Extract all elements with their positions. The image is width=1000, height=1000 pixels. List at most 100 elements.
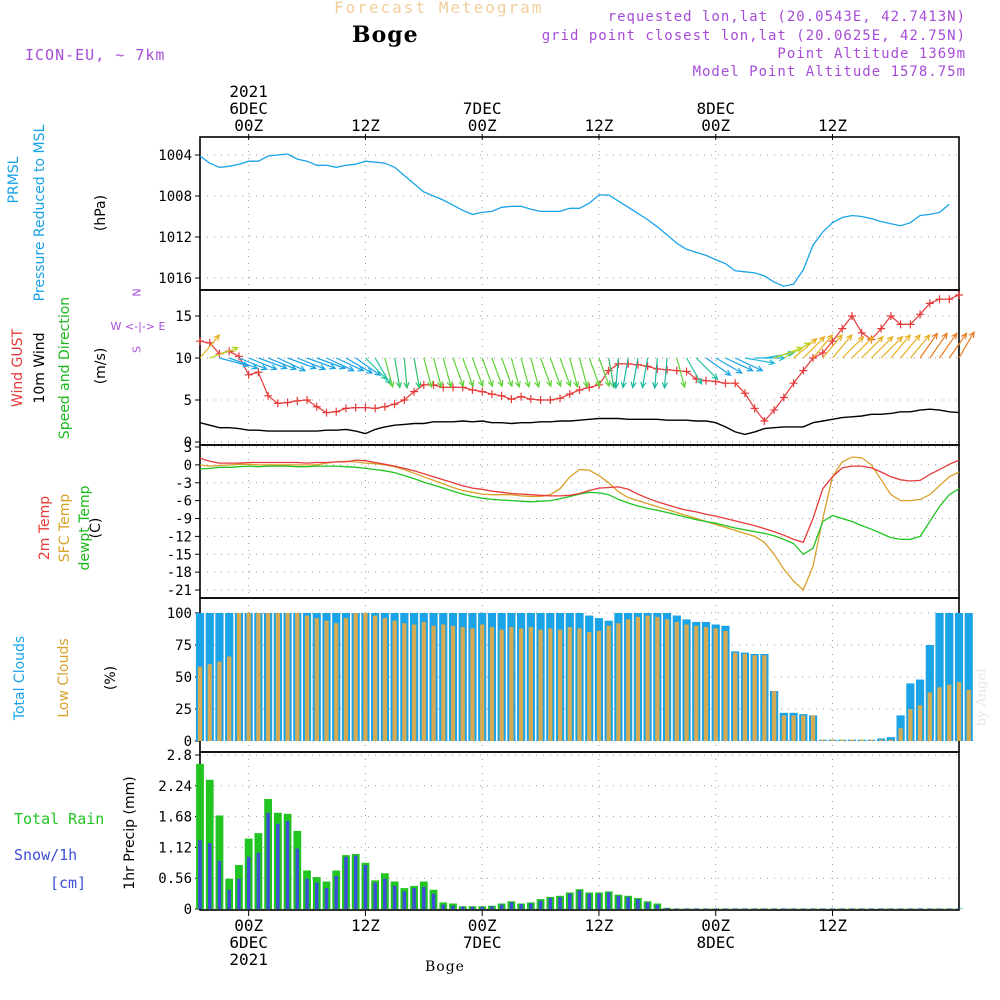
bottom-time-label-5-0: 12Z bbox=[818, 916, 847, 935]
gust-marker-33 bbox=[517, 392, 526, 401]
gust-marker-36 bbox=[546, 396, 555, 404]
ytick-label-wind-0: 0 bbox=[184, 435, 192, 451]
wind-arrow-24 bbox=[432, 357, 444, 389]
snow-bar-67 bbox=[850, 908, 854, 909]
low-cloud-bar-52 bbox=[703, 627, 709, 741]
bottom-time-label-1-0: 12Z bbox=[351, 916, 380, 935]
snow-bar-45 bbox=[636, 899, 640, 909]
gust-marker-26 bbox=[449, 383, 457, 392]
snow-bar-69 bbox=[869, 908, 874, 909]
low-cloud-bar-60 bbox=[781, 715, 786, 741]
snow-bar-64 bbox=[821, 908, 825, 909]
ytick-label-pressure-2: 1012 bbox=[158, 230, 192, 246]
snow-bar-61 bbox=[791, 908, 796, 909]
wind-arrow-33 bbox=[520, 357, 531, 389]
wind-arrow-27 bbox=[462, 357, 475, 388]
gust-marker-37 bbox=[556, 394, 565, 403]
snow-bar-77 bbox=[947, 908, 952, 909]
snow-bar-56 bbox=[743, 908, 747, 909]
low-cloud-bar-29 bbox=[480, 624, 485, 741]
gust-marker-18 bbox=[371, 404, 380, 413]
wind-arrow-76 bbox=[939, 332, 958, 359]
snow-bar-66 bbox=[840, 908, 844, 909]
ytick-label-precip-2: 1.12 bbox=[158, 840, 192, 856]
low-cloud-bar-22 bbox=[411, 624, 417, 741]
gust-marker-75 bbox=[925, 299, 934, 308]
wind-arrow-41 bbox=[598, 357, 611, 388]
snow-bar-6 bbox=[256, 852, 261, 909]
point-altitude: Point Altitude 1369m bbox=[777, 46, 966, 62]
wind-arrow-35 bbox=[540, 357, 553, 388]
wind-arrow-7 bbox=[267, 357, 298, 371]
snow-bar-12 bbox=[315, 882, 319, 909]
low-cloud-bar-40 bbox=[587, 632, 592, 741]
wind-arrow-10 bbox=[297, 357, 327, 371]
low-cloud-bar-61 bbox=[791, 715, 796, 741]
wind-arrow-3 bbox=[228, 357, 259, 370]
snow-bar-57 bbox=[752, 908, 757, 909]
snow-bar-63 bbox=[811, 908, 815, 909]
gust-marker-19 bbox=[380, 402, 389, 411]
ytick-label-temp-3: -12 bbox=[167, 529, 192, 545]
wind-arrow-38 bbox=[569, 357, 580, 389]
gust-marker-57 bbox=[750, 404, 759, 413]
gust-marker-47 bbox=[653, 364, 662, 373]
wind-arrow-68 bbox=[861, 335, 884, 359]
snow-bar-29 bbox=[480, 906, 484, 909]
ytick-label-pressure-3: 1016 bbox=[158, 271, 192, 287]
ytick-label-precip-0: 0 bbox=[184, 902, 192, 918]
wind-arrow-46 bbox=[640, 357, 649, 389]
bottom-time-label-2-0: 00Z bbox=[468, 916, 497, 935]
wind-arrow-22 bbox=[413, 357, 422, 389]
low-cloud-bar-19 bbox=[382, 618, 388, 741]
low-cloud-bar-3 bbox=[227, 656, 232, 741]
gust-marker-76 bbox=[935, 295, 944, 304]
snow-bar-35 bbox=[538, 900, 543, 909]
panel-pressure bbox=[195, 136, 960, 291]
snow-bar-33 bbox=[519, 904, 523, 909]
wind-arrow-55 bbox=[734, 357, 764, 372]
wind-arrow-37 bbox=[559, 357, 572, 388]
snow-bar-78 bbox=[957, 908, 961, 909]
snow-bar-13 bbox=[324, 888, 329, 909]
wind-arrow-54 bbox=[725, 357, 754, 372]
snow-bar-71 bbox=[889, 908, 893, 909]
wind-arrow-8 bbox=[277, 357, 307, 372]
wind-arrow-62 bbox=[802, 335, 826, 359]
wind-arrow-6 bbox=[258, 357, 288, 370]
gust-marker-10 bbox=[293, 396, 302, 405]
snow-bar-65 bbox=[830, 908, 835, 909]
ytick-label-temp-6: -3 bbox=[175, 476, 192, 492]
low-cloud-bar-46 bbox=[645, 615, 650, 741]
low-cloud-bar-75 bbox=[927, 692, 932, 741]
gust-marker-23 bbox=[419, 380, 428, 389]
bottom-time-label-4-0: 00Z bbox=[701, 916, 730, 935]
low-cloud-bar-71 bbox=[888, 739, 894, 741]
wind-arrow-69 bbox=[870, 335, 894, 359]
low-cloud-bar-2 bbox=[217, 661, 222, 741]
wind-arrow-29 bbox=[481, 357, 494, 388]
wind-arrow-1 bbox=[209, 346, 240, 359]
snow-bar-3 bbox=[227, 889, 231, 909]
low-cloud-bar-51 bbox=[694, 625, 699, 741]
snow-bar-22 bbox=[412, 888, 416, 909]
gust-marker-9 bbox=[283, 398, 292, 407]
snow-bar-17 bbox=[363, 865, 368, 909]
gust-marker-54 bbox=[721, 379, 730, 388]
panel-temp bbox=[195, 444, 960, 599]
ytick-label-wind-3: 15 bbox=[175, 309, 192, 325]
bottom-time-label-4-1: 8DEC bbox=[696, 933, 735, 952]
wind-arrow-15 bbox=[345, 357, 374, 374]
ytick-label-temp-5: -6 bbox=[175, 494, 192, 510]
wind-arrow-53 bbox=[715, 357, 743, 374]
low-cloud-bar-54 bbox=[723, 630, 728, 741]
gust-marker-28 bbox=[468, 385, 477, 394]
ytick-label-clouds-2: 50 bbox=[175, 670, 192, 686]
snow-bar-1 bbox=[207, 843, 212, 909]
snow-bar-32 bbox=[509, 902, 514, 909]
top-time-label-0-0: 2021 bbox=[229, 82, 268, 101]
gust-marker-74 bbox=[916, 310, 925, 319]
wind-arrow-61 bbox=[793, 337, 818, 359]
low-cloud-bar-43 bbox=[616, 623, 621, 741]
bottom-time-label-0-0: 00Z bbox=[234, 916, 263, 935]
